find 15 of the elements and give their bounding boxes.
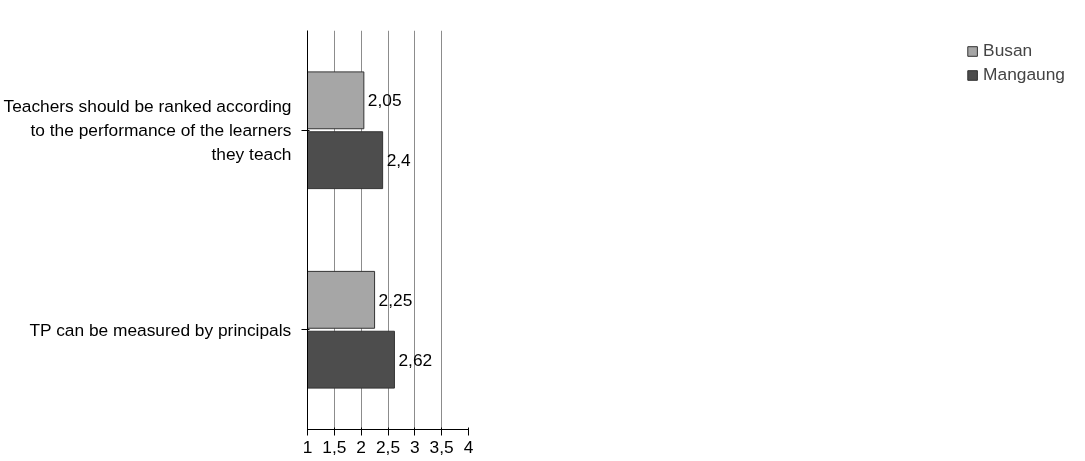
x-tick-label: 3,5 [429, 436, 454, 457]
y-tick-label: TP can be measured by principals [29, 319, 292, 340]
data-label: 2,4 [386, 150, 412, 171]
data-label: 2,25 [378, 289, 413, 310]
x-tick-label: 1,5 [322, 436, 347, 457]
data-label: 2,05 [367, 90, 402, 111]
legend-label: Busan [983, 40, 1033, 61]
x-tick-label: 4 [463, 436, 474, 457]
x-tick-label: 1 [302, 436, 313, 457]
x-tick-label: 2,5 [375, 436, 401, 457]
data-label: 2,62 [398, 349, 433, 370]
x-tick-label: 2 [356, 436, 366, 457]
y-tick-label: Teachers should be ranked according to the performance of the learners they teach [3, 96, 292, 165]
legend-label: Mangaung [983, 64, 1065, 85]
x-tick-label: 3 [410, 436, 420, 457]
